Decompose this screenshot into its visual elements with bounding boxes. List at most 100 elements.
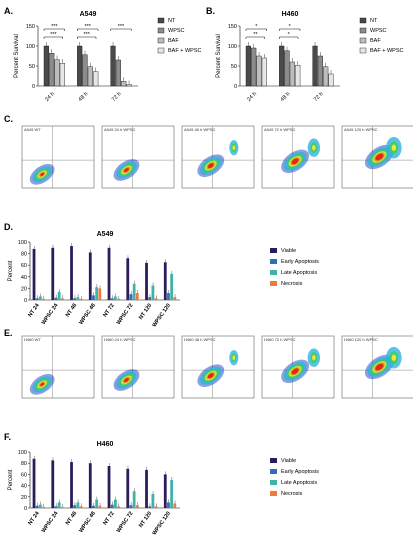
significance-bracket <box>43 36 63 39</box>
bar <box>92 505 95 508</box>
bar <box>289 61 295 87</box>
bar <box>163 474 167 508</box>
bar <box>76 297 80 300</box>
bar <box>261 57 267 87</box>
bar <box>77 45 83 87</box>
bar <box>117 506 120 508</box>
y-tick-label: 100 <box>18 240 27 246</box>
flow-frame <box>101 125 175 189</box>
flow-plot: A549 72 h WPSC <box>261 125 335 189</box>
bar <box>170 480 174 508</box>
bar <box>88 252 92 300</box>
x-tick-label: NT 120 <box>138 303 153 321</box>
bar <box>88 463 92 508</box>
bar <box>95 499 99 508</box>
bar <box>117 298 120 300</box>
chart-title: A549 <box>97 231 114 238</box>
x-tick-label: WPSC 24 <box>41 302 60 326</box>
flow-frame <box>101 335 175 399</box>
bar <box>126 84 132 87</box>
legend-label: Viable <box>281 458 296 464</box>
legend-swatch <box>359 37 367 44</box>
chart-title: A549 <box>80 11 97 18</box>
x-tick-label: WPSC 120 <box>152 511 173 537</box>
bar <box>95 287 99 300</box>
legend-label: Late Apoptosis <box>281 270 317 276</box>
bar <box>110 298 114 300</box>
y-tick-label: 40 <box>21 484 27 490</box>
density-contour <box>375 153 384 161</box>
significance-bracket <box>77 36 97 39</box>
bar <box>328 73 334 87</box>
bar <box>110 504 114 508</box>
panel-letter-a: A. <box>4 6 13 16</box>
x-tick-label: NT 72 <box>102 511 116 527</box>
y-tick-label: 80 <box>21 461 27 467</box>
y-tick-label: 100 <box>228 44 237 50</box>
y-tick-label: 150 <box>228 24 237 30</box>
y-axis-title: Percent Survival <box>216 34 222 78</box>
bar <box>121 80 127 87</box>
y-tick-label: 0 <box>234 84 237 90</box>
significance-label: *** <box>83 32 90 38</box>
x-tick-label: 48 h <box>78 91 90 103</box>
x-tick-label: WPSC 48 <box>78 511 97 534</box>
chart-title: H460 <box>97 441 114 448</box>
legend-swatch <box>270 259 277 264</box>
x-tick-label: NT 24 <box>27 302 41 318</box>
bar <box>87 66 93 87</box>
significance-bracket <box>245 28 267 31</box>
legend-label: Necrosis <box>281 491 303 497</box>
bar <box>60 298 64 300</box>
flow-plot: A549 48 h WPSC <box>181 125 255 189</box>
significance-bracket <box>279 36 299 39</box>
legend-swatch <box>270 270 277 275</box>
legend-label: Late Apoptosis <box>281 480 317 486</box>
y-tick-label: 20 <box>21 286 27 292</box>
bar <box>98 505 102 508</box>
legend-label: BAF + WPSC <box>168 48 201 54</box>
bar <box>295 64 301 87</box>
significance-label: *** <box>84 24 91 30</box>
flow-plot-title: A549 72 h WPSC <box>264 127 295 132</box>
density-contour <box>391 354 397 361</box>
y-tick-label: 0 <box>24 298 27 304</box>
bar <box>129 505 133 508</box>
y-tick-label: 0 <box>24 506 27 512</box>
density-contour <box>124 168 129 172</box>
bar <box>173 503 177 508</box>
density-contour <box>40 172 44 176</box>
bar <box>54 59 60 87</box>
significance-label: * <box>288 32 291 38</box>
legend-swatch <box>157 37 165 44</box>
bar <box>145 262 148 300</box>
flow-plot-title: A549 48 h WPSC <box>184 127 215 132</box>
x-tick-label: WPSC 24 <box>41 510 60 534</box>
flow-plot: A549 120 h WPSC <box>341 125 413 189</box>
bar <box>57 291 61 300</box>
flow-plot: H460 24 h WPSC <box>101 335 175 399</box>
legend-swatch <box>270 281 277 286</box>
bar <box>51 460 55 508</box>
flow-plot: H460 48 h WPSC <box>181 335 255 399</box>
flow-plot-title: H460 72 h WPSC <box>264 337 296 342</box>
significance-bracket <box>245 36 265 39</box>
bar <box>148 506 152 508</box>
panel-letter-e: E. <box>4 328 13 338</box>
significance-label: *** <box>118 24 125 30</box>
y-tick-label: 150 <box>26 24 35 30</box>
legend-label: Viable <box>281 248 296 254</box>
density-contour <box>312 354 316 361</box>
bar <box>154 506 158 508</box>
y-tick-label: 80 <box>21 252 27 258</box>
bar <box>135 505 139 508</box>
legend-label: BAF <box>168 38 179 44</box>
bar <box>39 504 42 508</box>
flow-plot-title: A549 120 h WPSC <box>344 127 378 132</box>
legend-label: WPSC <box>168 28 185 34</box>
flow-plot-title: H460 120 h WPSC <box>344 337 378 342</box>
x-tick-label: NT 72 <box>102 303 116 319</box>
bar <box>167 293 170 300</box>
bar <box>170 273 174 300</box>
legend-swatch <box>270 248 277 253</box>
